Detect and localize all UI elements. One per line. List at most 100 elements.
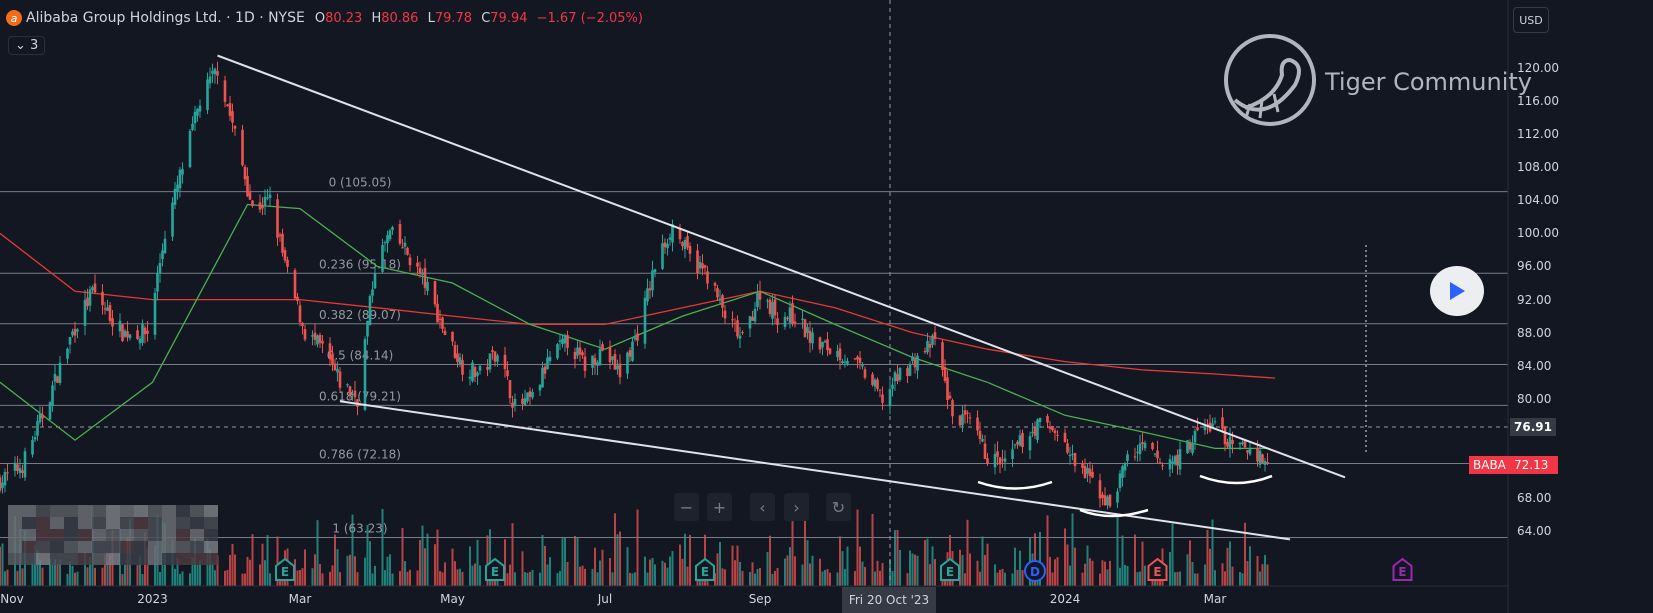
high-label: H	[371, 10, 382, 26]
dividend-marker	[1024, 560, 1046, 582]
scroll-right-button[interactable]: ›	[784, 493, 809, 521]
candle-body	[223, 80, 227, 102]
candle-body	[196, 108, 199, 116]
trendlines[interactable]	[217, 54, 1346, 541]
candle-body	[1211, 423, 1214, 427]
volume-bar	[891, 570, 894, 586]
volume-bar	[424, 548, 426, 586]
change-value: −1.67 (−2.05%)	[536, 10, 643, 26]
candle-body	[1086, 467, 1089, 474]
candle-body	[963, 410, 967, 415]
candle-body	[716, 288, 719, 298]
reset-chart-button[interactable]: ↻	[826, 493, 851, 521]
pixel-block	[176, 541, 190, 553]
indicators-toggle-button[interactable]: ⌄ 3	[8, 36, 46, 55]
candle-body	[23, 451, 27, 478]
volume-bar	[1099, 573, 1101, 586]
fib-level-label: 1 (63.23)	[332, 521, 387, 535]
volume-bar	[1256, 555, 1259, 586]
volume-bar	[879, 570, 881, 586]
pixel-block	[162, 553, 176, 565]
play-icon	[1450, 282, 1465, 300]
volume-bar	[966, 519, 969, 586]
symbol-title[interactable]: Alibaba Group Holdings Ltd. · 1D · NYSE	[26, 10, 305, 26]
candle-body	[128, 334, 132, 339]
candle-body	[773, 299, 777, 316]
event-marker-label: E	[281, 565, 289, 579]
zoom-in-button[interactable]: +	[707, 493, 732, 521]
candle-body	[721, 295, 724, 308]
fibonacci-retracement[interactable]: 0 (105.05)0.236 (95.18)0.382 (89.07)0.5 …	[0, 176, 1508, 538]
currency-button[interactable]: USD	[1513, 7, 1549, 33]
scroll-left-button[interactable]: ‹	[750, 493, 775, 521]
volume-bar	[1229, 541, 1231, 586]
volume-bar	[751, 562, 754, 586]
trendline	[217, 54, 1346, 479]
candle-body	[53, 373, 57, 382]
pixel-block	[134, 517, 148, 529]
candle-body	[986, 458, 989, 464]
candle-body	[276, 199, 279, 238]
earnings-marker	[1392, 557, 1413, 581]
candle-body	[668, 237, 672, 240]
candle-body	[493, 351, 497, 362]
zoom-out-button[interactable]: −	[674, 493, 699, 521]
candle-body	[188, 130, 192, 168]
candle-body	[298, 305, 302, 323]
candle-body	[246, 176, 249, 197]
close-value: 79.94	[490, 10, 528, 26]
volume-bar	[1, 543, 4, 586]
volume-bar	[616, 534, 619, 586]
candle-body	[926, 340, 929, 353]
volume-bar	[776, 568, 779, 586]
volume-bar	[374, 565, 376, 586]
pixel-block	[148, 541, 162, 553]
pixel-block	[204, 541, 218, 553]
volume-bar	[1196, 573, 1199, 586]
candle-body	[1056, 434, 1059, 436]
trendline	[339, 400, 1291, 541]
candle-body	[486, 366, 489, 370]
volume-bar	[244, 573, 246, 586]
volume-bar	[931, 546, 934, 586]
candle-body	[231, 111, 234, 123]
candle-body	[843, 361, 847, 363]
candle-body	[671, 223, 674, 243]
volume-bar	[1194, 573, 1196, 586]
pixel-block	[50, 529, 64, 541]
volume-bar	[629, 572, 631, 586]
volume-bar	[334, 534, 336, 586]
volume-bar	[994, 564, 996, 586]
volume-bar	[736, 545, 739, 586]
candle-body	[701, 263, 704, 269]
candle-body	[1246, 450, 1249, 453]
fib-level-label: 0.382 (89.07)	[319, 308, 401, 322]
candle-body	[996, 451, 999, 457]
candle-body	[1063, 432, 1067, 443]
symbol-legend[interactable]: a Alibaba Group Holdings Ltd. · 1D · NYS…	[6, 10, 648, 26]
candle-body	[386, 235, 389, 244]
earnings-marker	[695, 557, 715, 581]
volume-bar	[356, 572, 359, 586]
volume-bar	[139, 555, 141, 586]
price-tick-label: 80.00	[1517, 391, 1552, 406]
candle-body	[226, 104, 229, 107]
candle-body	[331, 354, 334, 365]
candle-body	[408, 257, 412, 266]
volume-bar	[401, 527, 404, 586]
candle-body	[823, 341, 827, 343]
fib-level-label: 0.618 (79.21)	[319, 389, 401, 403]
volume-bar	[611, 572, 614, 586]
candle-body	[438, 318, 442, 320]
candle-body	[748, 316, 752, 329]
open-value: 80.23	[325, 10, 363, 26]
volume-bar	[789, 547, 791, 586]
volume-bar	[311, 568, 314, 586]
candle-body	[853, 358, 857, 360]
candle-body	[1036, 419, 1039, 441]
play-button[interactable]	[1430, 266, 1484, 316]
volume-bar	[619, 531, 621, 586]
candle-body	[111, 318, 114, 327]
